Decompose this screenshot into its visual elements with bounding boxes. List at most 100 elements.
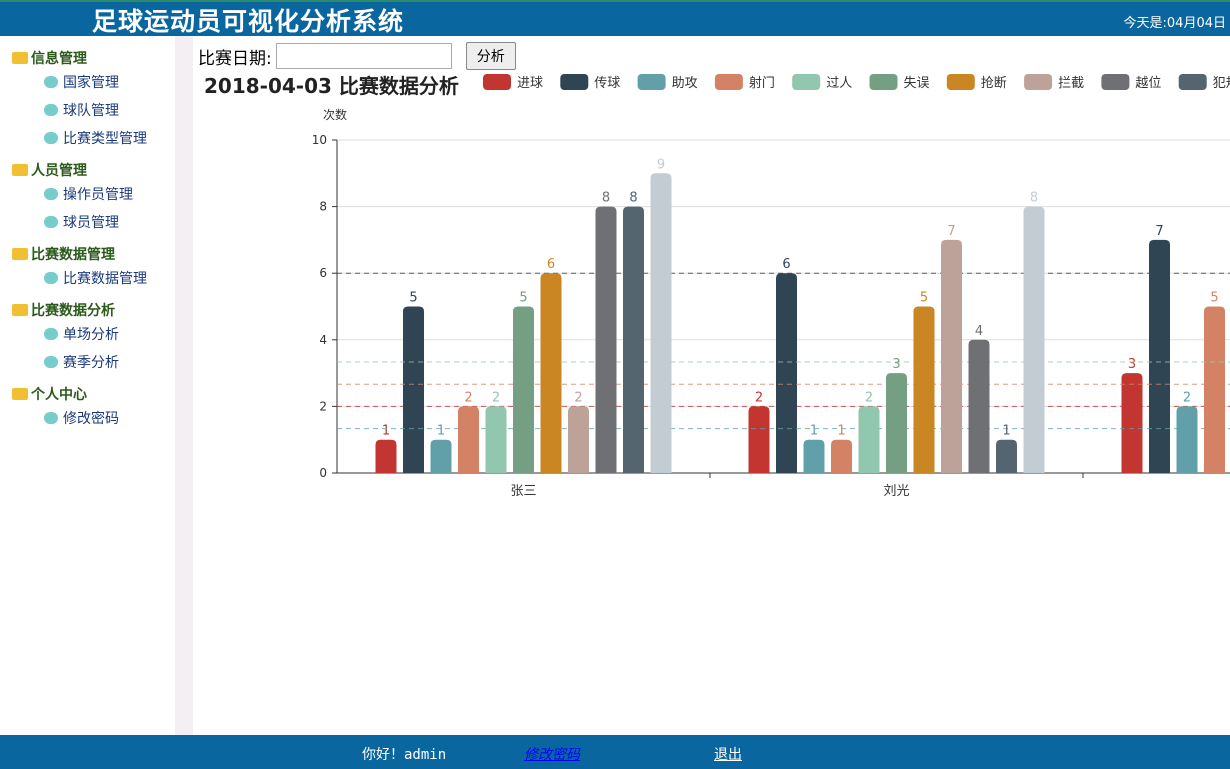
bar [458, 406, 479, 473]
menu-item[interactable]: 球员管理 [44, 212, 175, 232]
value-label: 6 [782, 257, 790, 272]
footer: 你好！admin 修改密码 退出 [0, 735, 1230, 769]
y-tick-label: 6 [319, 266, 327, 280]
value-label: 8 [629, 191, 637, 206]
legend-label: 犯规 [1213, 76, 1230, 91]
bar [913, 306, 935, 473]
legend-swatch [1178, 74, 1207, 90]
menu-item[interactable]: 比赛类型管理 [44, 128, 175, 148]
value-label: 2 [1183, 390, 1191, 405]
menu-item-text: 修改密码 [63, 411, 119, 427]
logout-link[interactable]: 退出 [714, 747, 742, 763]
value-label: 3 [892, 357, 900, 372]
bar [430, 439, 452, 473]
menu-item-text: 球队管理 [63, 103, 119, 119]
bar [858, 406, 880, 473]
app-title: 足球运动员可视化分析系统 [92, 7, 405, 36]
date: 今天是:04月04日 [1123, 16, 1226, 31]
menu-item[interactable]: 比赛数据管理 [44, 268, 175, 288]
value-label: 5 [1210, 291, 1218, 306]
y-tick-label: 4 [319, 333, 327, 347]
legend-label: 传球 [594, 76, 620, 91]
y-tick-label: 8 [319, 200, 327, 214]
value-label: 3 [1128, 357, 1136, 372]
legend-label: 抢断 [981, 75, 1007, 91]
bar [650, 173, 672, 474]
menu-group-text: 信息管理 [31, 51, 87, 67]
bar [595, 206, 617, 473]
legend-label: 射门 [749, 75, 775, 91]
bar [968, 339, 990, 473]
value-label: 2 [755, 390, 763, 405]
value-label: 8 [1030, 191, 1038, 206]
password-link[interactable]: 修改密码 [524, 747, 580, 763]
menu-group[interactable]: 比赛数据分析 [12, 300, 175, 320]
menu-item[interactable]: 球队管理 [44, 100, 175, 120]
menu-group[interactable]: 个人中心 [12, 384, 175, 404]
bar [1121, 373, 1143, 473]
legend-label: 过人 [826, 76, 852, 91]
menu-item-text: 单场分析 [63, 327, 119, 343]
analyze-button[interactable]: 分析 [465, 42, 516, 70]
legend-label: 拦截 [1058, 76, 1084, 91]
value-label: 1 [382, 424, 390, 439]
legend-swatch [1024, 74, 1053, 90]
menu-item[interactable]: 赛季分析 [44, 352, 175, 372]
bar [623, 206, 644, 473]
date-form: 比赛日期: 分析 [198, 42, 516, 70]
bar [568, 406, 589, 473]
y-axis-label: 次数 [323, 107, 347, 122]
value-label: 5 [920, 291, 928, 306]
bar [1149, 239, 1170, 473]
bar [485, 406, 507, 473]
bar [748, 406, 770, 473]
menu-group-text: 人员管理 [31, 163, 87, 179]
bar [375, 439, 397, 473]
bar [1204, 306, 1225, 473]
menu-item[interactable]: 操作员管理 [44, 184, 175, 204]
value-label: 1 [1002, 424, 1010, 439]
legend-swatch [1101, 74, 1130, 90]
legend-swatch [869, 74, 898, 90]
header: 足球运动员可视化分析系统 今天是:04月04日 [0, 0, 1230, 36]
legend-label: 进球 [517, 76, 543, 91]
menu-item-text: 比赛数据管理 [63, 271, 147, 287]
menu-item-text: 操作员管理 [63, 187, 133, 203]
bar [886, 373, 907, 473]
menu-group-text: 个人中心 [31, 387, 87, 403]
value-label: 5 [519, 291, 527, 306]
menu-group[interactable]: 人员管理 [12, 160, 175, 180]
bar [831, 439, 852, 473]
bar [941, 239, 962, 473]
menu-group-text: 比赛数据分析 [31, 303, 115, 319]
menu-item-text: 比赛类型管理 [63, 131, 147, 147]
value-label: 2 [464, 390, 472, 405]
value-label: 1 [810, 424, 818, 439]
menu-group[interactable]: 信息管理 [12, 48, 175, 68]
menu-item[interactable]: 单场分析 [44, 324, 175, 344]
value-label: 1 [837, 424, 845, 439]
menu-item-text: 赛季分析 [63, 355, 119, 371]
value-label: 5 [409, 291, 417, 306]
menu-item-text: 国家管理 [63, 75, 119, 91]
value-label: 2 [574, 390, 582, 405]
legend-swatch [792, 74, 821, 90]
value-label: 9 [657, 157, 665, 172]
value-label: 8 [602, 191, 610, 206]
menu-group[interactable]: 比赛数据管理 [12, 244, 175, 264]
menu-item[interactable]: 修改密码 [44, 408, 175, 428]
x-tick-label: 刘光 [883, 484, 909, 499]
value-label: 7 [947, 224, 955, 239]
scrollbar[interactable] [175, 36, 193, 735]
legend-label: 失误 [904, 76, 930, 91]
value-label: 1 [437, 424, 445, 439]
y-tick-label: 0 [319, 466, 327, 480]
bar [996, 439, 1017, 473]
menu-item-text: 球员管理 [63, 215, 119, 231]
date-label: 比赛日期: [198, 48, 272, 69]
bar [803, 439, 825, 473]
date-input[interactable] [275, 43, 452, 69]
y-tick-label: 2 [319, 399, 327, 413]
menu-item[interactable]: 国家管理 [44, 72, 175, 92]
